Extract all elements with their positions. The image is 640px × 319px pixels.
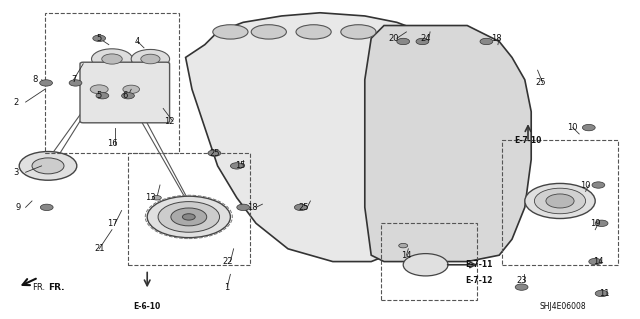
Text: 10: 10 [568, 123, 578, 132]
Circle shape [595, 290, 608, 297]
Text: 21: 21 [94, 244, 104, 253]
Text: 1: 1 [225, 283, 230, 292]
Circle shape [595, 220, 608, 226]
Text: 15: 15 [235, 161, 245, 170]
Text: 5: 5 [97, 34, 102, 43]
Polygon shape [365, 26, 531, 262]
Ellipse shape [252, 25, 287, 39]
Text: E-7-10: E-7-10 [515, 136, 541, 145]
Circle shape [40, 80, 52, 86]
Circle shape [32, 158, 64, 174]
Circle shape [96, 93, 109, 99]
Text: 23: 23 [516, 276, 527, 285]
Text: FR.: FR. [32, 283, 45, 292]
Bar [128, 153, 250, 265]
Circle shape [102, 54, 122, 64]
Circle shape [93, 35, 106, 41]
Text: 19: 19 [590, 219, 600, 228]
Text: 4: 4 [135, 37, 140, 46]
Circle shape [416, 38, 429, 45]
Circle shape [40, 204, 53, 211]
Text: 25: 25 [299, 203, 309, 212]
Circle shape [397, 38, 410, 45]
Text: 13: 13 [145, 193, 156, 202]
Ellipse shape [341, 25, 376, 39]
Circle shape [515, 284, 528, 290]
Text: 10: 10 [580, 181, 591, 189]
Circle shape [589, 258, 602, 265]
Text: E-6-10: E-6-10 [134, 302, 161, 311]
Circle shape [152, 196, 161, 200]
Circle shape [19, 152, 77, 180]
FancyBboxPatch shape [80, 62, 170, 123]
Ellipse shape [212, 25, 248, 39]
Circle shape [592, 182, 605, 188]
Circle shape [208, 150, 221, 156]
Circle shape [81, 80, 117, 98]
Bar [45, 13, 179, 153]
Text: 24: 24 [420, 34, 431, 43]
Circle shape [399, 243, 408, 248]
Circle shape [171, 208, 207, 226]
Circle shape [546, 194, 574, 208]
Text: SHJ4E06008: SHJ4E06008 [540, 302, 586, 311]
Ellipse shape [296, 25, 332, 39]
Text: 16: 16 [107, 139, 117, 148]
Text: FR.: FR. [48, 283, 65, 292]
Text: 20: 20 [388, 34, 399, 43]
Text: 9: 9 [15, 203, 20, 212]
Circle shape [182, 214, 195, 220]
Text: 18: 18 [491, 34, 501, 43]
Circle shape [294, 204, 307, 211]
Circle shape [237, 204, 250, 211]
Text: 6: 6 [122, 91, 127, 100]
Text: 25: 25 [209, 149, 220, 158]
Text: 5: 5 [97, 91, 102, 100]
Circle shape [141, 54, 160, 64]
Text: 7: 7 [71, 75, 76, 84]
Bar [502, 140, 618, 265]
Circle shape [158, 202, 220, 232]
Bar [381, 223, 477, 300]
Circle shape [403, 254, 448, 276]
Polygon shape [186, 13, 467, 262]
Circle shape [147, 196, 230, 238]
Text: 14: 14 [401, 251, 412, 260]
Text: E-7-11: E-7-11 [465, 260, 492, 269]
Text: 25: 25 [536, 78, 546, 87]
Text: 22: 22 [222, 257, 232, 266]
Circle shape [131, 49, 170, 69]
Text: 14: 14 [593, 257, 604, 266]
Circle shape [122, 93, 134, 99]
Text: 12: 12 [164, 117, 175, 126]
Circle shape [480, 38, 493, 45]
Circle shape [582, 124, 595, 131]
Circle shape [69, 80, 82, 86]
Text: 3: 3 [13, 168, 19, 177]
Circle shape [525, 183, 595, 219]
Circle shape [90, 85, 108, 94]
Circle shape [92, 49, 132, 69]
Text: E-7-12: E-7-12 [465, 276, 492, 285]
Text: 8: 8 [33, 75, 38, 84]
Text: 18: 18 [248, 203, 258, 212]
Text: 2: 2 [13, 98, 19, 107]
Circle shape [534, 188, 586, 214]
Circle shape [123, 85, 140, 93]
Circle shape [115, 81, 148, 98]
Text: 11: 11 [600, 289, 610, 298]
Circle shape [230, 163, 243, 169]
Text: 17: 17 [107, 219, 117, 228]
